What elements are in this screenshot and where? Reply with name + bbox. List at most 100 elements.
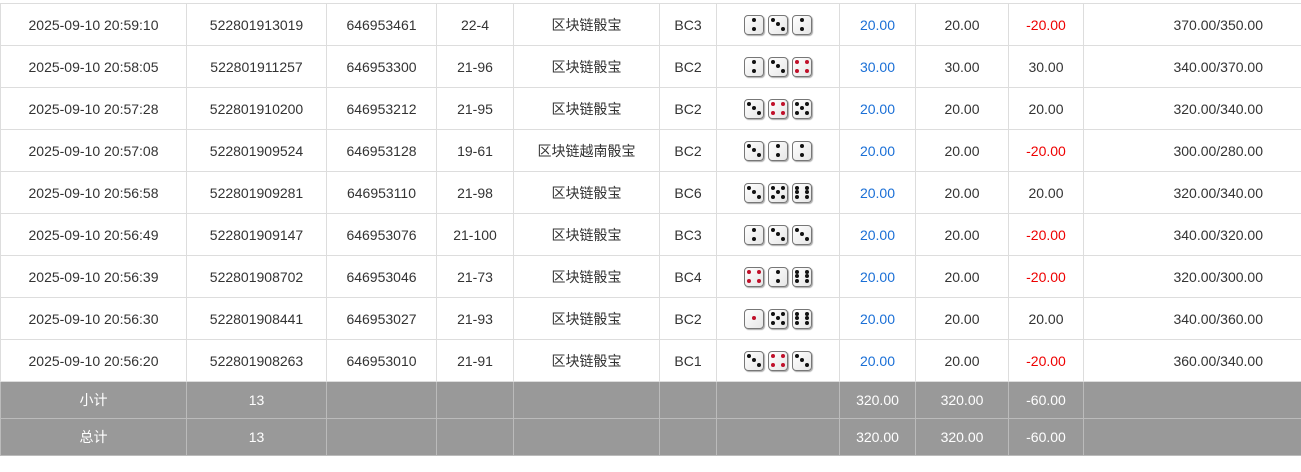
bet-type: BC2 bbox=[659, 45, 717, 88]
die-6-icon bbox=[792, 182, 812, 203]
win-loss: 20.00 bbox=[1008, 87, 1084, 130]
order-number: 522801909147 bbox=[186, 213, 327, 256]
bet-type: BC3 bbox=[659, 3, 717, 46]
valid-amount: 20.00 bbox=[915, 87, 1009, 130]
table-number: 21-73 bbox=[436, 255, 514, 298]
balance: 340.00/360.00 bbox=[1083, 297, 1301, 340]
die-1-icon bbox=[744, 308, 764, 329]
issue-number: 646953128 bbox=[326, 129, 437, 172]
dice-result bbox=[716, 45, 840, 88]
win-loss: -20.00 bbox=[1008, 213, 1084, 256]
issue-number: 646953212 bbox=[326, 87, 437, 130]
win-loss: -20.00 bbox=[1008, 129, 1084, 172]
die-3-icon bbox=[768, 56, 788, 77]
bet-time: 2025-09-10 20:57:28 bbox=[0, 87, 187, 130]
bet-time: 2025-09-10 20:56:49 bbox=[0, 213, 187, 256]
issue-number: 646953110 bbox=[326, 171, 437, 214]
win-loss: -20.00 bbox=[1008, 339, 1084, 382]
die-2-icon bbox=[792, 14, 812, 35]
dice-result bbox=[716, 3, 840, 46]
table-number: 21-93 bbox=[436, 297, 514, 340]
dice-result bbox=[716, 87, 840, 130]
game-name: 区块链骰宝 bbox=[513, 87, 660, 130]
bet-amount: 30.00 bbox=[839, 45, 916, 88]
bet-amount: 20.00 bbox=[839, 255, 916, 298]
bet-type: BC2 bbox=[659, 297, 717, 340]
die-2-icon bbox=[768, 140, 788, 161]
issue-number: 646953027 bbox=[326, 297, 437, 340]
table-row: 2025-09-10 20:59:10 522801913019 646953461… bbox=[0, 3, 1301, 46]
valid-amount: 20.00 bbox=[915, 255, 1009, 298]
die-6-icon bbox=[792, 308, 812, 329]
die-2-icon bbox=[792, 140, 812, 161]
table-number: 22-4 bbox=[436, 3, 514, 46]
bet-time: 2025-09-10 20:56:20 bbox=[0, 339, 187, 382]
order-number: 522801909281 bbox=[186, 171, 327, 214]
balance: 340.00/320.00 bbox=[1083, 213, 1301, 256]
die-5-icon bbox=[768, 308, 788, 329]
game-name: 区块链骰宝 bbox=[513, 255, 660, 298]
valid-amount: 20.00 bbox=[915, 339, 1009, 382]
bet-time: 2025-09-10 20:56:58 bbox=[0, 171, 187, 214]
total-amount: 320.00 bbox=[839, 418, 916, 456]
die-3-icon bbox=[768, 224, 788, 245]
table-number: 21-95 bbox=[436, 87, 514, 130]
win-loss: 20.00 bbox=[1008, 171, 1084, 214]
table-number: 21-91 bbox=[436, 339, 514, 382]
order-number: 522801908441 bbox=[186, 297, 327, 340]
game-name: 区块链骰宝 bbox=[513, 339, 660, 382]
bet-amount: 20.00 bbox=[839, 213, 916, 256]
total-row: 总计 13 320.00 320.00 -60.00 bbox=[0, 418, 1301, 456]
bet-type: BC1 bbox=[659, 339, 717, 382]
total-win: -60.00 bbox=[1008, 418, 1084, 456]
bet-amount: 20.00 bbox=[839, 297, 916, 340]
issue-number: 646953046 bbox=[326, 255, 437, 298]
balance: 360.00/340.00 bbox=[1083, 339, 1301, 382]
subtotal-amount: 320.00 bbox=[839, 381, 916, 419]
order-number: 522801911257 bbox=[186, 45, 327, 88]
dice-result bbox=[716, 171, 840, 214]
die-5-icon bbox=[792, 98, 812, 119]
balance: 340.00/370.00 bbox=[1083, 45, 1301, 88]
table-number: 21-96 bbox=[436, 45, 514, 88]
dice-result bbox=[716, 213, 840, 256]
die-6-icon bbox=[792, 266, 812, 287]
bet-type: BC2 bbox=[659, 129, 717, 172]
table-row: 2025-09-10 20:56:49 522801909147 646953076… bbox=[0, 213, 1301, 256]
die-2-icon bbox=[768, 266, 788, 287]
bet-time: 2025-09-10 20:56:39 bbox=[0, 255, 187, 298]
dice-result bbox=[716, 297, 840, 340]
order-number: 522801908702 bbox=[186, 255, 327, 298]
die-3-icon bbox=[792, 224, 812, 245]
bet-amount: 20.00 bbox=[839, 339, 916, 382]
issue-number: 646953461 bbox=[326, 3, 437, 46]
bet-records-table: 2025-09-10 20:59:10 522801913019 646953461… bbox=[0, 3, 1301, 456]
subtotal-valid: 320.00 bbox=[915, 381, 1009, 419]
die-3-icon bbox=[792, 350, 812, 371]
game-name: 区块链骰宝 bbox=[513, 3, 660, 46]
bet-amount: 20.00 bbox=[839, 87, 916, 130]
die-2-icon bbox=[744, 224, 764, 245]
bet-amount: 20.00 bbox=[839, 171, 916, 214]
bet-type: BC2 bbox=[659, 87, 717, 130]
table-row: 2025-09-10 20:57:28 522801910200 646953212… bbox=[0, 87, 1301, 130]
bet-amount: 20.00 bbox=[839, 3, 916, 46]
bet-amount: 20.00 bbox=[839, 129, 916, 172]
table-row: 2025-09-10 20:56:30 522801908441 646953027… bbox=[0, 297, 1301, 340]
die-2-icon bbox=[744, 56, 764, 77]
balance: 320.00/340.00 bbox=[1083, 87, 1301, 130]
game-name: 区块链骰宝 bbox=[513, 45, 660, 88]
valid-amount: 20.00 bbox=[915, 213, 1009, 256]
table-number: 21-100 bbox=[436, 213, 514, 256]
table-number: 19-61 bbox=[436, 129, 514, 172]
game-name: 区块链越南骰宝 bbox=[513, 129, 660, 172]
valid-amount: 30.00 bbox=[915, 45, 1009, 88]
balance: 320.00/340.00 bbox=[1083, 171, 1301, 214]
total-count: 13 bbox=[186, 418, 327, 456]
game-name: 区块链骰宝 bbox=[513, 171, 660, 214]
win-loss: 30.00 bbox=[1008, 45, 1084, 88]
bet-type: BC4 bbox=[659, 255, 717, 298]
table-row: 2025-09-10 20:56:39 522801908702 646953046… bbox=[0, 255, 1301, 298]
issue-number: 646953300 bbox=[326, 45, 437, 88]
order-number: 522801909524 bbox=[186, 129, 327, 172]
